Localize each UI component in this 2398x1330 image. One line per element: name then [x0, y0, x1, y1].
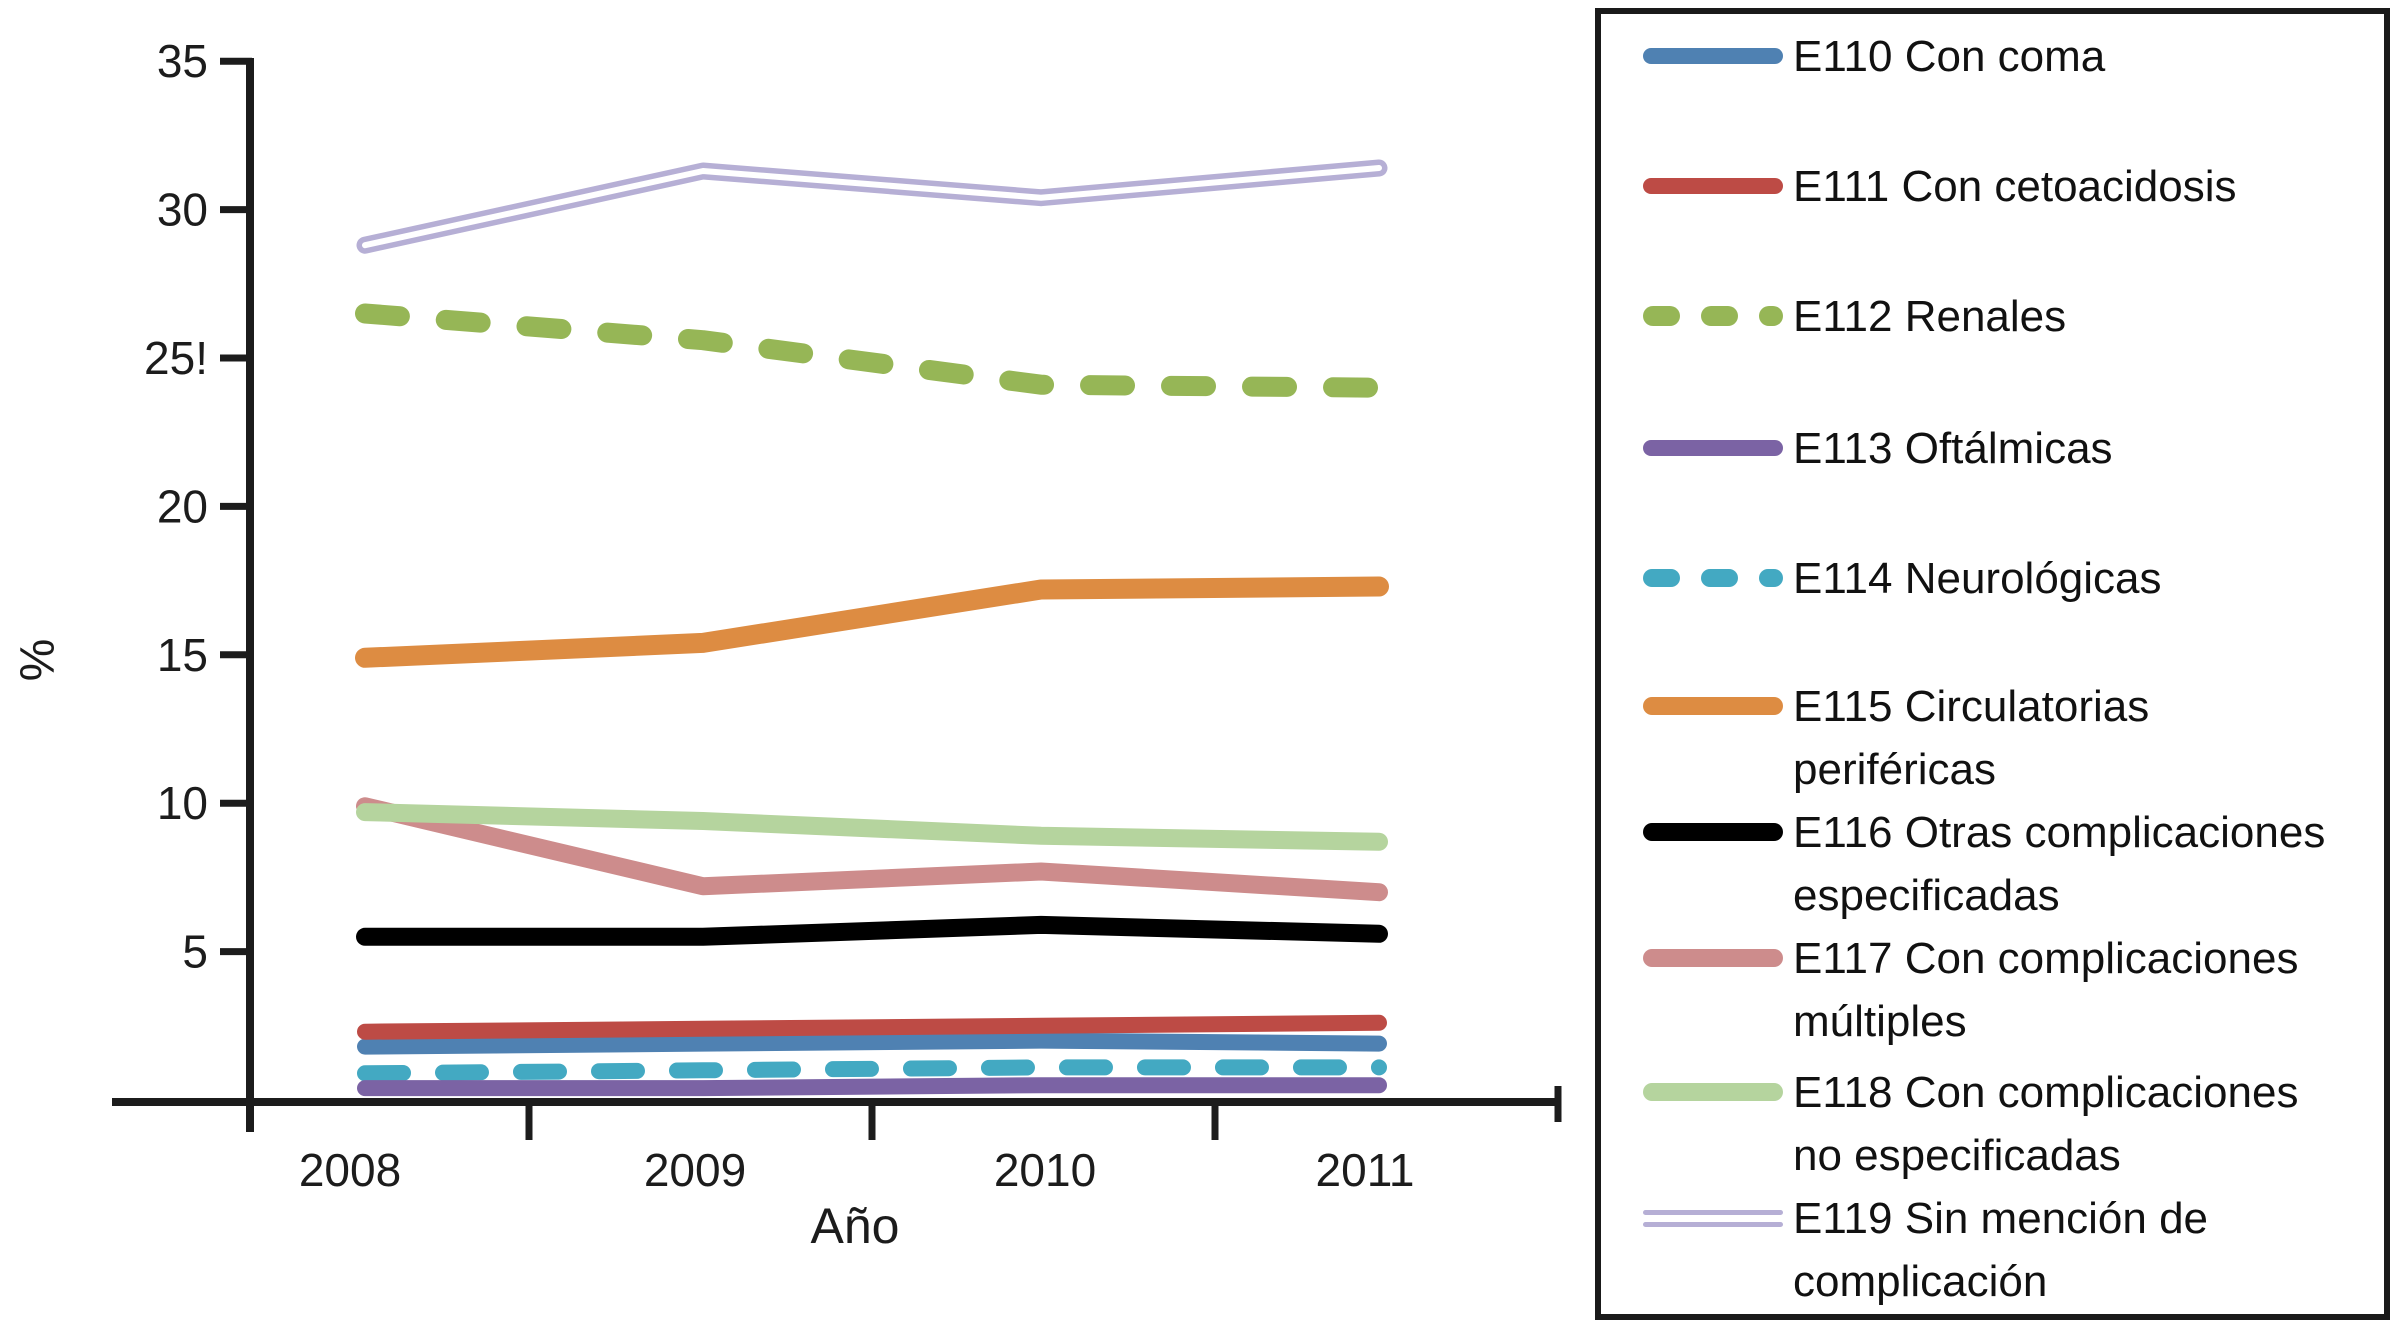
- series-line-E111: [357, 1014, 1387, 1040]
- y-tick-label: 10: [157, 777, 208, 829]
- y-tick-label: 35: [157, 35, 208, 87]
- dash-segment: [1701, 569, 1739, 587]
- series-line-E117: [356, 797, 1388, 902]
- legend-label-line: E117 Con complicaciones: [1793, 934, 2299, 983]
- legend-swatch-dashed: [1643, 306, 1783, 326]
- legend-label: E116 Otras complicaciones especificadas: [1793, 801, 2325, 927]
- legend-swatch-solid-line: [1643, 48, 1783, 64]
- legend-label: E112 Renales: [1793, 285, 2066, 348]
- legend-swatch-solid-line: [1643, 1083, 1783, 1101]
- legend-swatch-solid-line: [1643, 440, 1783, 456]
- legend-label: E117 Con complicaciones múltiples: [1793, 927, 2298, 1053]
- legend-label: E110 Con coma: [1793, 25, 2105, 88]
- legend-label-line: E112 Renales: [1793, 292, 2067, 341]
- legend-swatch-solid-line: [1643, 823, 1783, 841]
- x-tick-label: 2011: [1316, 1144, 1415, 1196]
- dash-segment: [1643, 306, 1681, 326]
- x-tick-label: 2010: [994, 1144, 1096, 1196]
- series-line-gap-E119: [362, 165, 1382, 249]
- series-line-E116: [356, 915, 1388, 946]
- y-tick-label: 20: [157, 480, 208, 532]
- legend-label-line: periféricas: [1793, 745, 1996, 794]
- double-line-bar: [1643, 1210, 1783, 1215]
- dash-segment: [1759, 306, 1783, 326]
- legend-label-line: múltiples: [1793, 997, 1967, 1046]
- legend-label: E119 Sin mención de complicación: [1793, 1187, 2208, 1313]
- legend-swatch-double-line: [1643, 1210, 1783, 1227]
- legend-label: E114 Neurológicas: [1793, 547, 2162, 610]
- dash-segment: [1701, 306, 1739, 326]
- legend: E110 Con coma E111 Con cetoacidosis E112 R…: [1595, 8, 2390, 1320]
- legend-label-line: complicación: [1793, 1257, 2048, 1306]
- legend-swatch-dashed: [1643, 569, 1783, 587]
- legend-label: E118 Con complicaciones no especificadas: [1793, 1061, 2298, 1187]
- y-tick-label: 25!: [144, 332, 208, 384]
- series-line-E113: [357, 1077, 1387, 1097]
- legend-label: E115 Circulatorias periféricas: [1793, 675, 2149, 801]
- legend-label: E111 Con cetoacidosis: [1793, 155, 2237, 218]
- legend-label-line: no especificadas: [1793, 1131, 2121, 1180]
- double-line-bar: [1643, 1222, 1783, 1227]
- legend-swatch-solid-line: [1643, 178, 1783, 194]
- legend-label-line: E110 Con coma: [1793, 32, 2106, 81]
- series-line-E114: [357, 1059, 1387, 1082]
- legend-label-line: E118 Con complicaciones: [1793, 1068, 2299, 1117]
- line-chart: 35 30 25! 20 15 10 5 2008 2009 2010 2011 Año%: [12, 35, 1562, 1254]
- y-tick-label: 5: [182, 926, 208, 978]
- y-axis-title: %: [12, 639, 65, 682]
- dash-segment: [1643, 569, 1681, 587]
- y-tick-label: 15: [157, 629, 208, 681]
- y-tick-label: 30: [157, 184, 208, 236]
- legend-label-line: especificadas: [1793, 871, 2060, 920]
- dash-segment: [1759, 569, 1783, 587]
- series-line-E115: [355, 576, 1389, 668]
- legend-label-line: E115 Circulatorias: [1793, 682, 2150, 731]
- legend-label-line: E113 Oftálmicas: [1793, 424, 2113, 473]
- x-axis-title: Año: [811, 1198, 900, 1254]
- legend-label: E113 Oftálmicas: [1793, 417, 2113, 480]
- legend-label-line: E111 Con cetoacidosis: [1793, 162, 2237, 211]
- legend-label-line: E114 Neurológicas: [1793, 554, 2162, 603]
- legend-label-line: E119 Sin mención de: [1793, 1194, 2209, 1243]
- series-line-E110: [357, 1032, 1387, 1055]
- series-line-E112: [355, 303, 1389, 398]
- legend-label-line: E116 Otras complicaciones: [1793, 808, 2326, 857]
- x-tick-label: 2009: [644, 1144, 746, 1196]
- x-tick-label: 2008: [299, 1144, 401, 1196]
- legend-swatch-solid-line: [1643, 697, 1783, 715]
- legend-swatch-solid-line: [1643, 949, 1783, 967]
- series-line-E118: [356, 803, 1388, 851]
